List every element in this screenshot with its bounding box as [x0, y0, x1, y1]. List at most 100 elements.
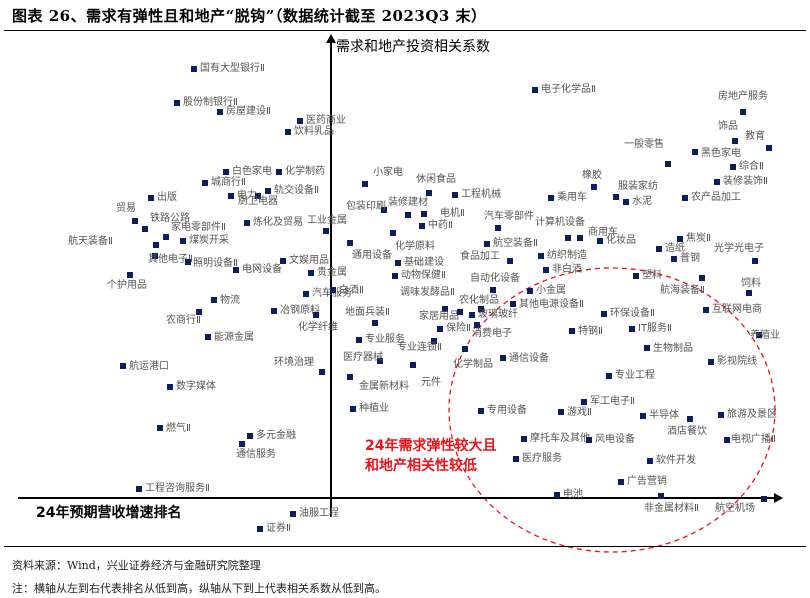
- data-point-label: 服装家纺: [618, 181, 658, 192]
- data-point: [554, 492, 560, 498]
- data-point-label: 航空机场: [715, 503, 755, 514]
- data-point: [699, 275, 705, 281]
- data-point-label: 酒店餐饮: [667, 426, 707, 437]
- data-point-label: 数字媒体: [176, 381, 216, 392]
- data-point: [271, 308, 277, 314]
- data-point-label: 饮料乳品: [294, 126, 334, 137]
- data-point-label: 动物保健Ⅱ: [401, 270, 446, 281]
- data-point-label: 自动化设备: [470, 273, 520, 284]
- data-point: [538, 253, 544, 259]
- data-point: [677, 236, 683, 242]
- data-point: [152, 253, 158, 259]
- data-point: [469, 312, 475, 318]
- data-point-label: 电机Ⅱ: [440, 208, 465, 219]
- data-point: [714, 179, 720, 185]
- data-point: [167, 384, 173, 390]
- data-point-label: 化学制品: [453, 359, 493, 370]
- data-point-label: 汽车零部件: [484, 211, 534, 222]
- x-axis-label: 24年预期营收增速排名: [36, 505, 182, 521]
- data-point-label: 照明设备Ⅱ: [193, 258, 238, 269]
- data-point: [330, 287, 336, 293]
- data-point-label: 汽车服务: [312, 288, 352, 299]
- data-point-label: 化学纤维: [298, 322, 338, 333]
- data-point: [665, 161, 671, 167]
- data-point: [421, 211, 427, 217]
- data-point-label: 软件开发: [656, 455, 696, 466]
- data-point-label: 煤炭开采: [189, 235, 229, 246]
- data-point-label: 计算机设备: [535, 217, 585, 228]
- data-point: [591, 184, 597, 190]
- data-point: [623, 199, 629, 205]
- data-point: [350, 406, 356, 412]
- data-point-label: 焦炭Ⅱ: [686, 233, 711, 244]
- data-point: [484, 241, 490, 247]
- source-note: 资料来源：Wind，兴业证券经济与金融研究院整理: [12, 559, 261, 572]
- data-point: [437, 326, 443, 332]
- data-point: [265, 188, 271, 194]
- data-point: [247, 433, 253, 439]
- data-point-label: 种植业: [359, 403, 389, 414]
- data-point: [478, 408, 484, 414]
- data-point: [228, 193, 234, 199]
- data-point-label: 塑料: [642, 270, 662, 281]
- data-point-label: 非金属材料Ⅱ: [644, 503, 699, 514]
- data-point-label: 非白酒: [552, 264, 582, 275]
- data-point: [490, 287, 496, 293]
- data-point: [362, 181, 368, 187]
- data-point-label: 白色家电: [232, 166, 272, 177]
- data-point-label: 环境治理: [274, 357, 314, 368]
- data-point: [297, 118, 303, 124]
- data-point: [217, 109, 223, 115]
- data-point: [390, 230, 396, 236]
- data-point-label: 电子化学品Ⅱ: [541, 84, 596, 95]
- data-point: [313, 312, 319, 318]
- data-point: [285, 129, 291, 135]
- data-point: [244, 220, 250, 226]
- data-point: [633, 273, 639, 279]
- data-point-label: 休闲食品: [416, 174, 456, 185]
- data-point-label: 军工电子Ⅱ: [590, 396, 635, 407]
- data-point-label: 冶钢原料: [280, 305, 320, 316]
- data-point-label: 水泥: [632, 196, 652, 207]
- data-point: [257, 526, 263, 532]
- data-point: [303, 291, 309, 297]
- data-point-label: 出版: [157, 192, 177, 203]
- data-point: [474, 322, 480, 328]
- data-point: [766, 145, 772, 151]
- data-point: [442, 306, 448, 312]
- data-point: [191, 66, 197, 72]
- data-point-label: 文娱用品: [289, 255, 329, 266]
- data-point: [223, 169, 229, 175]
- data-point-label: 化妆品: [606, 235, 636, 246]
- data-point: [280, 258, 286, 264]
- data-point-label: 化学原料: [395, 241, 435, 252]
- data-point-label: 医药商业: [306, 115, 346, 126]
- title-divider: [4, 30, 806, 31]
- data-point: [521, 436, 527, 442]
- data-point-label: 炼化及贸易: [253, 217, 303, 228]
- data-point-label: 工业金属: [307, 215, 347, 226]
- data-point: [756, 332, 762, 338]
- data-point: [163, 234, 169, 240]
- data-point-label: 纺织制造: [547, 250, 587, 261]
- data-point: [740, 109, 746, 115]
- data-point: [601, 311, 607, 317]
- data-point: [558, 409, 564, 415]
- data-point: [255, 193, 261, 199]
- data-point: [405, 212, 411, 218]
- data-point: [290, 511, 296, 517]
- data-point-label: 保险Ⅱ: [446, 323, 471, 334]
- data-point: [426, 190, 432, 196]
- data-point-label: 专业服务: [365, 334, 405, 345]
- data-point-label: 能源金属: [214, 332, 254, 343]
- data-point-label: 航天装备Ⅱ: [68, 236, 113, 247]
- highlight-ellipse: [448, 267, 776, 553]
- data-point-label: 化学制药: [285, 166, 325, 177]
- data-point-label: 食品加工: [460, 251, 500, 262]
- data-point: [495, 225, 501, 231]
- data-point-label: 专用设备: [487, 405, 527, 416]
- data-point: [718, 412, 724, 418]
- data-point-label: 油服工程: [299, 508, 339, 519]
- data-point-label: 厨卫电器: [238, 196, 278, 207]
- data-point: [640, 413, 646, 419]
